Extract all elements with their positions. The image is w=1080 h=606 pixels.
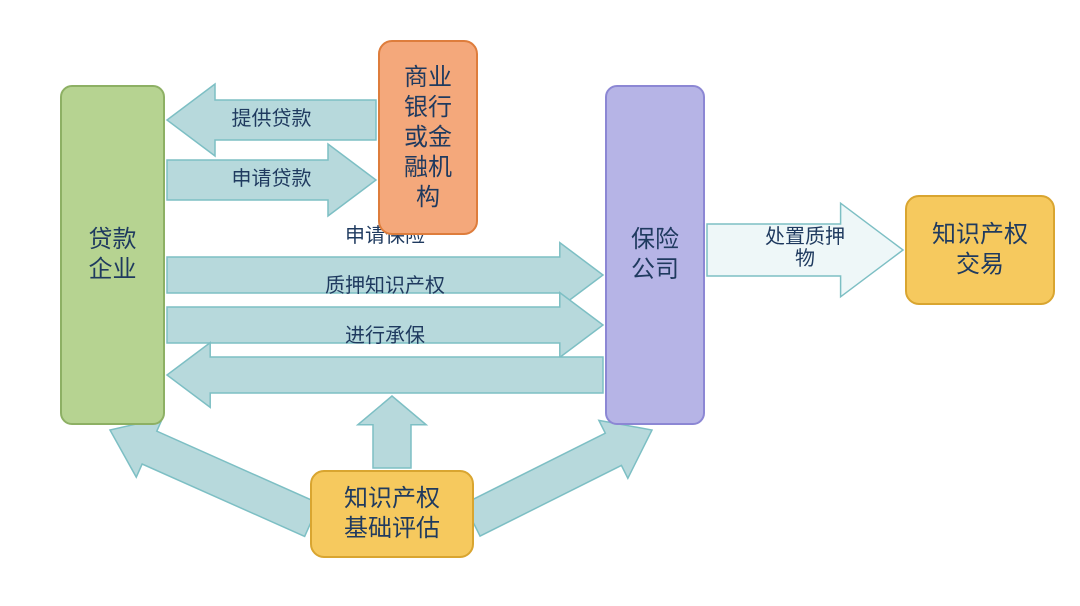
arrow-apply_loan: [167, 144, 376, 216]
node-bank: 商业 银行 或金 融机 构: [378, 40, 478, 235]
node-evaluation: 知识产权 基础评估: [310, 470, 474, 558]
node-loan_company: 贷款 企业: [60, 85, 165, 425]
arrow-pledge_ip: [167, 293, 603, 358]
arrow-dispose: [707, 203, 903, 297]
arrow-eval_up: [358, 396, 426, 468]
arrow-underwrite: [167, 343, 603, 408]
node-insurance: 保险 公司: [605, 85, 705, 425]
flowchart-stage: 提供贷款申请贷款申请保险质押知识产权进行承保处置质押 物贷款 企业商业 银行 或…: [0, 0, 1080, 606]
node-ip_trade: 知识产权 交易: [905, 195, 1055, 305]
arrow-apply_ins: [167, 243, 603, 308]
arrow-provide_loan: [167, 84, 376, 156]
